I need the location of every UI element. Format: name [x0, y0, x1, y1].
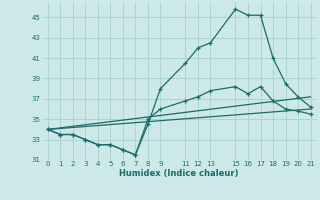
X-axis label: Humidex (Indice chaleur): Humidex (Indice chaleur): [119, 169, 239, 178]
